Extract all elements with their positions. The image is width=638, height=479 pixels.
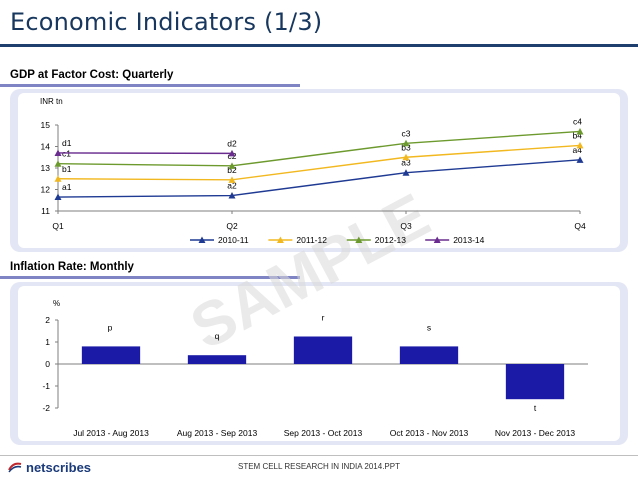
inflation-y-tick-label: -1: [42, 381, 50, 391]
gdp-point-marker: [402, 139, 410, 147]
inflation-data-label: q: [215, 331, 220, 341]
inflation-x-tick-label: Sep 2013 - Oct 2013: [284, 428, 363, 438]
gdp-legend-label: 2010-11: [218, 235, 249, 245]
gdp-point-marker: [228, 192, 236, 199]
gdp-data-label: c4: [573, 116, 582, 126]
inflation-section-label: Inflation Rate: Monthly: [10, 261, 134, 273]
gdp-series-line-2010-11: [57, 159, 581, 198]
gdp-data-label: b2: [227, 165, 237, 175]
logo-swoosh-icon: [8, 462, 22, 473]
gdp-data-label: b1: [62, 164, 72, 174]
gdp-y-tick-label: 12: [41, 185, 51, 195]
inflation-bar: [187, 355, 247, 364]
inflation-y-tick-label: 0: [45, 359, 50, 369]
inflation-bar: [293, 336, 353, 364]
gdp-legend-marker: [198, 236, 206, 243]
gdp-point-marker: [402, 169, 410, 176]
gdp-point-marker: [54, 193, 62, 201]
gdp-y-tick-label: 11: [41, 206, 50, 216]
gdp-point-marker: [54, 175, 62, 182]
gdp-chart-area: [18, 93, 620, 248]
inflation-x-tick-label: Oct 2013 - Nov 2013: [390, 428, 469, 438]
gdp-x-tick-label: Q2: [226, 221, 238, 231]
inflation-data-label: p: [108, 322, 113, 332]
inflation-y-tick-label: 2: [45, 315, 50, 325]
gdp-series-line-2012-13: [57, 130, 581, 167]
inflation-bar: [81, 346, 141, 364]
gdp-legend-marker: [355, 236, 363, 243]
inflation-bar: [505, 364, 565, 400]
gdp-legend-label: 2011-12: [296, 235, 327, 245]
inflation-x-tick-label: Jul 2013 - Aug 2013: [73, 428, 149, 438]
gdp-y-tick-label: 13: [41, 163, 51, 173]
gdp-series-line-2011-12: [57, 144, 581, 181]
gdp-point-marker: [54, 160, 62, 167]
gdp-data-label: c1: [62, 149, 71, 159]
gdp-data-label: d1: [62, 138, 72, 148]
footer-caption: STEM CELL RESEARCH IN INDIA 2014.PPT: [238, 462, 400, 471]
gdp-data-label: c3: [402, 128, 411, 138]
gdp-section-label: GDP at Factor Cost: Quarterly: [10, 69, 174, 81]
gdp-y-axis-title: INR tn: [40, 97, 63, 106]
inflation-data-label: t: [534, 403, 537, 413]
gdp-y-tick-label: 15: [41, 120, 51, 130]
gdp-line-chart: INR tn 11 12 13 14 15 Q1 Q2 Q3 Q4 a1 a2 a3 a4 b1 b2 b3 b4…: [40, 97, 586, 245]
gdp-data-label: d2: [227, 138, 237, 148]
netscribes-logo: netscribes: [8, 460, 92, 475]
gdp-point-marker: [576, 127, 584, 135]
title-divider: [0, 44, 638, 47]
gdp-data-label: b4: [573, 130, 583, 140]
gdp-data-label: b3: [401, 142, 411, 152]
gdp-section-divider: [0, 84, 300, 87]
gdp-legend-label: 2012-13: [375, 235, 406, 245]
gdp-data-label: a3: [401, 158, 411, 168]
page-title: Economic Indicators (1/3): [10, 8, 323, 36]
inflation-data-label: s: [427, 322, 431, 332]
gdp-data-label: a2: [227, 181, 237, 191]
gdp-y-tick-label: 14: [41, 142, 51, 152]
gdp-legend-marker: [276, 236, 284, 243]
inflation-y-axis-title: %: [53, 299, 60, 308]
footer-divider: [0, 455, 638, 456]
gdp-x-tick-label: Q1: [52, 221, 64, 231]
gdp-point-marker: [228, 176, 236, 183]
gdp-point-marker: [54, 149, 62, 156]
gdp-point-marker: [402, 153, 410, 161]
inflation-x-tick-label: Aug 2013 - Sep 2013: [177, 428, 258, 438]
gdp-point-marker: [228, 162, 236, 169]
gdp-x-tick-label: Q4: [574, 221, 586, 231]
gdp-data-label: a1: [62, 182, 72, 192]
gdp-point-marker: [228, 149, 236, 157]
inflation-y-tick-label: 1: [45, 337, 50, 347]
inflation-section-divider: [0, 276, 300, 279]
gdp-chart-panel: [10, 89, 628, 252]
gdp-data-label: a4: [573, 145, 583, 155]
gdp-legend-label: 2013-14: [453, 235, 484, 245]
inflation-x-tick-label: Nov 2013 - Dec 2013: [495, 428, 576, 438]
gdp-x-tick-label: Q3: [400, 221, 412, 231]
gdp-point-marker: [576, 156, 584, 163]
gdp-legend-marker: [433, 236, 441, 243]
inflation-bar: [399, 346, 459, 364]
inflation-data-label: r: [322, 313, 325, 323]
inflation-y-tick-label: -2: [42, 403, 50, 413]
logo-text: netscribes: [26, 460, 92, 475]
footer: netscribes STEM CELL RESEARCH IN INDIA 2…: [0, 455, 638, 479]
inflation-bar-chart: % -2 -1 0 1 2 p Jul 2013 - Aug 2013 q Aug 2013 - …: [42, 299, 588, 438]
gdp-point-marker: [576, 141, 584, 149]
